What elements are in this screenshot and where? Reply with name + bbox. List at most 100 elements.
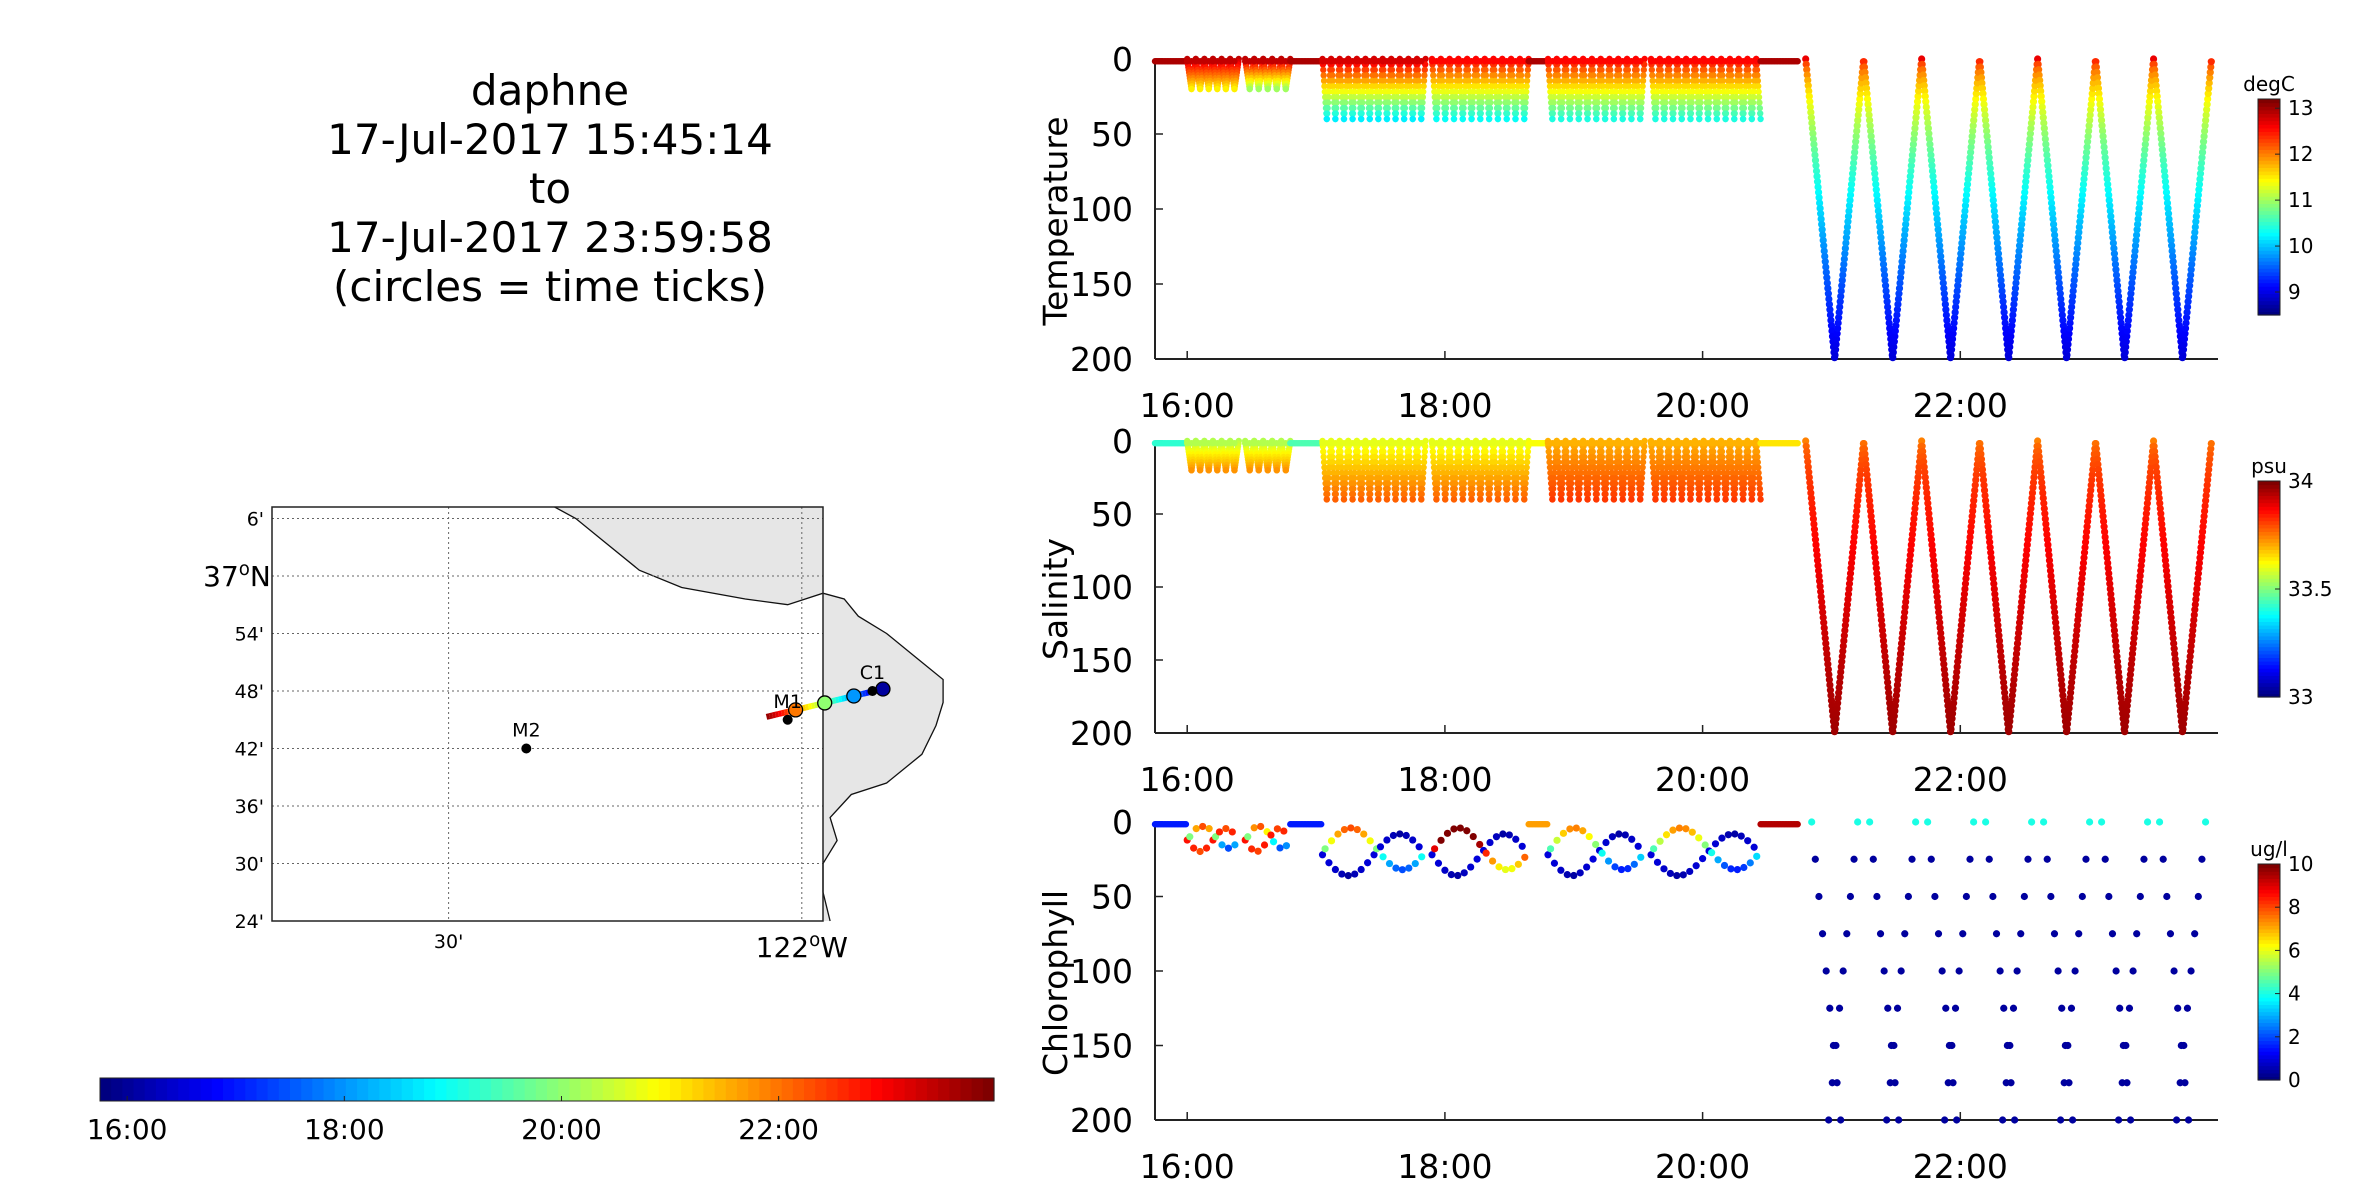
data-point — [2064, 335, 2073, 343]
data-point — [1702, 83, 1709, 90]
data-point — [1713, 496, 1720, 503]
data-point — [2044, 167, 2053, 175]
data-point — [1325, 88, 1332, 95]
data-point — [1418, 110, 1425, 117]
data-point — [1385, 93, 1392, 101]
data-point — [1724, 88, 1731, 95]
data-point — [1607, 77, 1615, 85]
data-point — [1890, 338, 1898, 346]
data-point — [1807, 108, 1815, 116]
data-point — [1652, 496, 1659, 503]
colorbar-cell — [2258, 610, 2280, 615]
data-point — [1723, 99, 1730, 106]
data-point — [1448, 83, 1455, 90]
data-point — [1368, 93, 1375, 101]
data-point — [1820, 247, 1828, 255]
colorbar-cell — [2258, 282, 2280, 287]
data-point — [1420, 83, 1427, 90]
data-point — [1925, 130, 1933, 138]
data-point — [1415, 83, 1423, 90]
data-point — [1649, 77, 1656, 85]
data-point — [1949, 330, 1957, 338]
data-point — [1509, 83, 1517, 90]
data-point — [1988, 186, 1996, 194]
colorbar-cell — [2258, 203, 2280, 208]
data-point — [1666, 66, 1673, 74]
data-point — [1993, 239, 2002, 247]
data-point — [1571, 58, 1578, 65]
data-point — [1821, 258, 1829, 266]
data-point — [1825, 295, 1833, 303]
data-point — [1411, 88, 1418, 95]
colorbar-cell — [2258, 635, 2280, 640]
data-point — [1989, 191, 1997, 199]
data-point — [1647, 58, 1655, 65]
data-point — [1332, 110, 1339, 117]
data-point — [1397, 72, 1405, 79]
data-point — [1693, 77, 1700, 85]
data-point — [1958, 239, 1966, 247]
plot-title: daphne 17-Jul-2017 15:45:14 to 17-Jul-20… — [220, 66, 880, 311]
data-point — [1812, 167, 1821, 175]
data-point — [1728, 77, 1735, 85]
data-point — [1906, 172, 1914, 180]
data-point — [1638, 99, 1645, 106]
data-point — [1323, 110, 1331, 117]
data-point — [1215, 828, 1224, 836]
data-point — [1612, 88, 1620, 95]
data-point — [1231, 85, 1238, 93]
colorbar-cell — [2258, 653, 2280, 658]
data-point — [1719, 72, 1726, 79]
data-point — [1937, 252, 1945, 260]
data-point — [1967, 148, 1975, 156]
data-point — [1874, 207, 1882, 215]
colorbar-cell — [2258, 621, 2280, 626]
data-point — [1674, 66, 1682, 74]
data-point — [1250, 824, 1258, 832]
data-point — [1228, 828, 1236, 836]
data-point — [1321, 83, 1328, 90]
data-point — [1897, 268, 1905, 276]
title-vehicle: daphne — [470, 66, 630, 115]
data-point — [1406, 77, 1414, 85]
data-point — [1368, 88, 1375, 95]
data-point — [1588, 58, 1596, 65]
data-point — [1558, 104, 1566, 112]
data-point — [1513, 93, 1521, 101]
data-point — [1870, 164, 1878, 172]
data-point — [1982, 127, 1991, 135]
data-point — [1503, 110, 1511, 117]
data-point — [1826, 311, 1835, 319]
colorbar-cell — [2258, 581, 2280, 586]
data-point — [1380, 72, 1388, 79]
data-point — [1273, 825, 1282, 833]
title-to: to — [528, 164, 572, 213]
data-point — [1410, 104, 1417, 112]
data-point — [1935, 231, 1943, 239]
data-point — [1637, 110, 1644, 117]
data-point — [1993, 234, 2001, 242]
data-point — [1844, 218, 1852, 226]
data-point — [1878, 250, 1887, 258]
data-point — [1452, 93, 1459, 101]
data-point — [1972, 95, 1980, 103]
data-point — [1754, 77, 1762, 85]
data-point — [1867, 132, 1875, 140]
data-point — [1504, 104, 1511, 112]
data-point — [1549, 104, 1557, 112]
data-point — [1257, 822, 1265, 831]
data-point — [1648, 66, 1656, 74]
colorbar-cell — [2258, 127, 2280, 132]
data-point — [1860, 58, 1868, 66]
data-point — [1902, 215, 1910, 223]
data-point — [2044, 162, 2052, 170]
data-point — [1188, 85, 1195, 93]
data-point — [1649, 83, 1657, 90]
data-point — [1619, 496, 1626, 503]
colorbar-cell — [2258, 592, 2280, 597]
data-point — [1838, 276, 1846, 284]
data-point — [1433, 110, 1441, 117]
data-point — [1851, 143, 1859, 151]
data-point — [1819, 236, 1827, 244]
data-point — [1608, 83, 1615, 90]
